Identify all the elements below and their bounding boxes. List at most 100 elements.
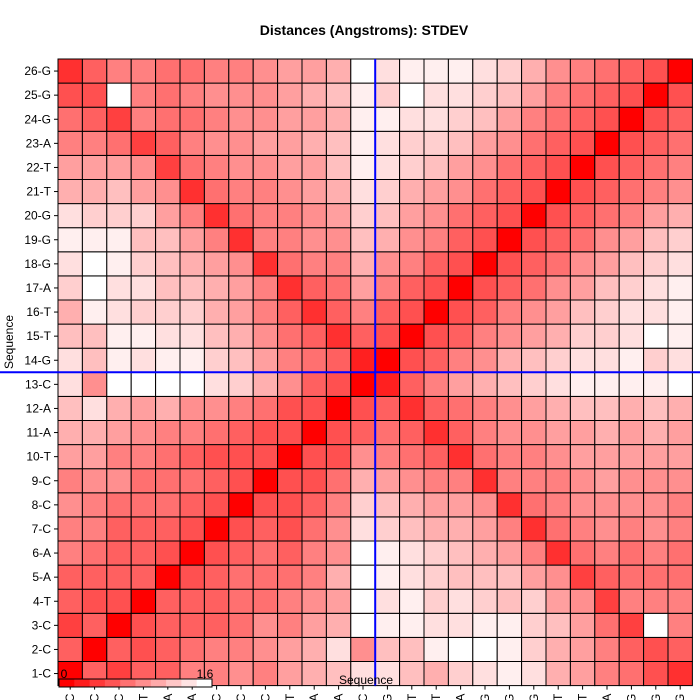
heatmap-cell: [252, 540, 279, 566]
heatmap-cell: [545, 612, 571, 638]
heatmap-cell: [277, 179, 303, 205]
y-tick-label: 12-A: [26, 401, 51, 415]
heatmap-cell: [106, 564, 132, 590]
heatmap-cell: [447, 58, 474, 84]
heatmap-cell: [594, 612, 620, 638]
heatmap-cell: [228, 540, 254, 566]
heatmap-cell: [106, 58, 132, 84]
y-tick-label: 16-T: [26, 305, 51, 319]
heatmap-cell: [252, 299, 279, 325]
heatmap-cell: [57, 179, 83, 205]
heatmap-cell: [106, 347, 132, 373]
heatmap-cell: [496, 227, 523, 253]
x-tick-label: 17-A: [454, 694, 468, 700]
heatmap-cell: [667, 82, 693, 108]
x-tick-labels: 1-C 2-C 3-C 4-T 5-A 6-A 7-C 8-C 9-C 10-T 11-A 12-A 1…: [63, 685, 687, 700]
heatmap-cell: [252, 347, 279, 373]
heatmap-cell: [399, 564, 425, 590]
heatmap-cell: [569, 588, 596, 614]
heatmap-cell: [374, 58, 401, 84]
heatmap-cell: [81, 299, 108, 325]
y-tick-label: 15-T: [26, 329, 51, 343]
heatmap-cell: [569, 323, 596, 349]
heatmap-cell: [374, 251, 401, 277]
heatmap-cell: [228, 395, 254, 421]
heatmap-cell: [399, 82, 425, 108]
heatmap-cell: [301, 58, 327, 84]
heatmap-cell: [618, 371, 645, 397]
y-tick-label: 3-C: [32, 618, 52, 632]
heatmap-cell: [130, 540, 157, 566]
heatmap-cell: [643, 468, 669, 494]
heatmap-cell: [203, 299, 230, 325]
heatmap-cell: [643, 203, 669, 229]
heatmap-cell: [423, 612, 449, 638]
heatmap-cell: [569, 516, 596, 542]
heatmap-cell: [277, 227, 303, 253]
heatmap-cell: [179, 636, 205, 663]
heatmap-cell: [374, 323, 401, 349]
heatmap-cell: [667, 420, 693, 446]
heatmap-cell: [399, 468, 425, 494]
heatmap-cell: [667, 468, 693, 494]
x-tick-label: 10-T: [283, 693, 297, 700]
heatmap-cell: [447, 154, 474, 180]
heatmap-cell: [252, 82, 279, 108]
heatmap-cell: [130, 179, 157, 205]
heatmap-cell: [545, 130, 571, 156]
heatmap-cell: [447, 420, 474, 446]
x-tick-label: 6-A: [185, 694, 199, 700]
heatmap-cell: [496, 564, 523, 590]
heatmap-cell: [594, 251, 620, 277]
heatmap-cell: [618, 299, 645, 325]
heatmap-cell: [399, 612, 425, 638]
heatmap-cell: [301, 444, 327, 470]
heatmap-cell: [203, 444, 230, 470]
heatmap-cell: [228, 612, 254, 638]
heatmap-cell: [545, 323, 571, 349]
heatmap-cell: [521, 323, 547, 349]
heatmap-cell: [399, 444, 425, 470]
heatmap-cell: [472, 588, 498, 614]
heatmap-cell: [81, 612, 108, 638]
heatmap-cell: [496, 588, 523, 614]
heatmap-cell: [155, 612, 181, 638]
heatmap-cell: [374, 588, 401, 614]
heatmap-cell: [472, 492, 498, 518]
heatmap-cell: [130, 227, 157, 253]
x-tick-label: 14-G: [380, 694, 394, 700]
heatmap-cell: [179, 516, 205, 542]
heatmap-cell: [277, 82, 303, 108]
heatmap-cell: [155, 106, 181, 132]
heatmap-cell: [179, 203, 205, 229]
heatmap-cell: [277, 516, 303, 542]
heatmap-cell: [252, 203, 279, 229]
heatmap-cell: [618, 179, 645, 205]
heatmap-cell: [618, 130, 645, 156]
heatmap-cell: [447, 323, 474, 349]
heatmap-cell: [203, 82, 230, 108]
heatmap-cell: [350, 444, 376, 470]
heatmap-cell: [423, 516, 449, 542]
heatmap-cell: [618, 251, 645, 277]
heatmap-cell: [545, 58, 571, 84]
heatmap-cell: [374, 371, 401, 397]
heatmap-cell: [472, 395, 498, 421]
heatmap-cell: [399, 154, 425, 180]
heatmap-cell: [106, 299, 132, 325]
heatmap-cell: [277, 468, 303, 494]
heatmap-cell: [472, 468, 498, 494]
heatmap-cell: [301, 540, 327, 566]
heatmap-cell: [106, 130, 132, 156]
heatmap-cell: [301, 588, 327, 614]
heatmap-cell: [325, 275, 352, 301]
heatmap-cell: [106, 154, 132, 180]
heatmap-cell: [228, 299, 254, 325]
heatmap-cell: [374, 203, 401, 229]
heatmap-cell: [155, 444, 181, 470]
heatmap-cell: [667, 540, 693, 566]
heatmap-cell: [399, 420, 425, 446]
legend-swatch: [135, 679, 152, 687]
heatmap-cell: [130, 203, 157, 229]
heatmap-cell: [618, 323, 645, 349]
